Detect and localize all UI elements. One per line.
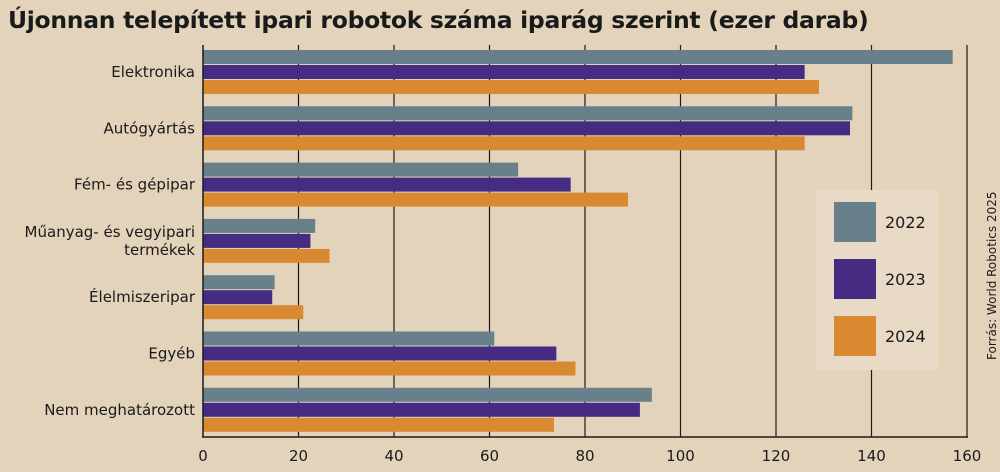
x-tick-label-6: 120: [762, 447, 791, 465]
x-tick-label-0: 0: [198, 447, 208, 465]
x-tick-label-8: 160: [953, 447, 982, 465]
bar-6-2: [203, 417, 554, 432]
bar-3-2: [203, 248, 330, 263]
bar-4-0: [203, 275, 275, 290]
bar-0-2: [203, 80, 819, 94]
bar-2-2: [203, 192, 628, 207]
bar-0-1: [203, 65, 805, 79]
bar-2-1: [203, 177, 571, 192]
chart-title: Újonnan telepített ipari robotok száma i…: [8, 6, 869, 34]
category-label-0: Elektronika: [111, 63, 195, 81]
bar-1-0: [203, 106, 853, 121]
bar-6-1: [203, 402, 640, 417]
legend-swatch-2: [834, 316, 876, 356]
bar-5-2: [203, 361, 576, 376]
source-note: Forrás: World Robotics 2025: [985, 191, 999, 360]
x-tick-label-4: 80: [575, 447, 594, 465]
legend-label-0: 2022: [885, 213, 926, 232]
category-label-1: Autógyártás: [104, 119, 196, 137]
legend-label-1: 2023: [885, 270, 926, 289]
x-tick-label-2: 40: [384, 447, 403, 465]
bar-1-2: [203, 136, 805, 151]
legend-swatch-1: [834, 259, 876, 299]
category-label-3: Műanyag- és vegyipari termékek: [25, 223, 196, 259]
bar-6-0: [203, 387, 652, 402]
bar-1-1: [203, 121, 851, 136]
bar-0-0: [203, 50, 953, 64]
legend-swatch-0: [834, 202, 876, 242]
category-label-5: Egyéb: [148, 345, 195, 363]
bar-3-0: [203, 218, 316, 233]
category-label-2: Fém- és gépipar: [74, 176, 196, 194]
bar-3-1: [203, 233, 311, 248]
bar-5-0: [203, 331, 495, 346]
x-tick-label-3: 60: [480, 447, 499, 465]
x-tick-label-7: 140: [857, 447, 886, 465]
bar-2-0: [203, 162, 519, 177]
bar-4-1: [203, 290, 273, 305]
category-label-4: Élelmiszeripar: [89, 287, 196, 306]
bar-4-2: [203, 305, 304, 320]
legend-label-2: 2024: [885, 327, 926, 346]
x-tick-label-5: 100: [666, 447, 695, 465]
x-tick-label-1: 20: [289, 447, 308, 465]
category-label-6: Nem meghatározott: [44, 401, 195, 419]
bar-5-1: [203, 346, 557, 361]
